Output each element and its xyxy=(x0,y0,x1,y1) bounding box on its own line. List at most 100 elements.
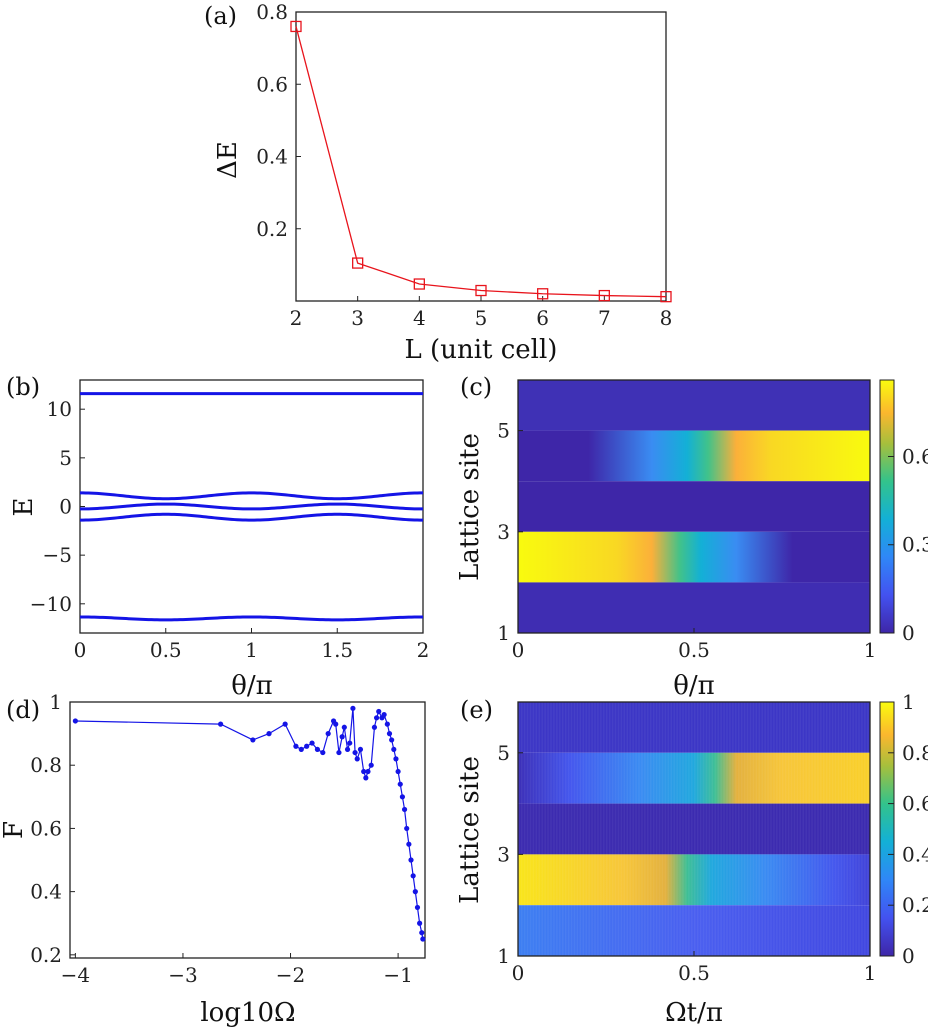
panel-e-label: (e) xyxy=(460,696,493,724)
y-tick-label: 0.2 xyxy=(30,943,62,967)
data-point-marker xyxy=(354,756,360,762)
oscillation-stripe xyxy=(855,702,857,956)
data-point-marker xyxy=(395,768,401,775)
y-tick-label: 0.2 xyxy=(256,217,288,241)
data-point-marker xyxy=(339,734,345,740)
data-point-marker xyxy=(336,749,342,756)
data-point-marker xyxy=(314,746,321,753)
panel-c-label: (c) xyxy=(460,373,492,401)
panel-d-label: (d) xyxy=(6,696,40,724)
x-tick-label: 3 xyxy=(351,306,364,330)
data-point-marker xyxy=(408,857,414,863)
oscillation-stripe xyxy=(567,702,570,956)
oscillation-stripe xyxy=(696,702,699,956)
oscillation-stripe xyxy=(606,702,608,956)
data-point-marker xyxy=(309,740,315,746)
data-point-marker xyxy=(420,936,426,942)
oscillation-stripe xyxy=(626,702,628,956)
oscillation-stripe xyxy=(600,702,602,956)
oscillation-stripe xyxy=(852,702,854,956)
heatmap-c-row-6 xyxy=(518,380,870,431)
oscillation-stripe xyxy=(802,702,804,956)
heatmap-c-row-4 xyxy=(518,481,870,532)
y-tick-label: 5 xyxy=(497,419,510,443)
panel-c-ylabel: Lattice site xyxy=(455,433,485,581)
y-tick-label: 5 xyxy=(59,446,72,470)
oscillation-stripe xyxy=(588,702,590,956)
oscillation-stripe xyxy=(811,702,813,956)
oscillation-stripe xyxy=(828,702,831,956)
oscillation-stripe xyxy=(784,702,787,956)
oscillation-stripe xyxy=(603,702,605,956)
data-point-marker xyxy=(361,768,367,775)
data-point-marker xyxy=(660,291,672,303)
y-tick-label: −10 xyxy=(30,592,72,616)
panel-c-xlabel: θ/π xyxy=(673,671,715,701)
oscillation-stripe xyxy=(732,702,734,956)
x-tick-label: 2 xyxy=(290,306,303,330)
oscillation-stripe xyxy=(782,702,784,956)
x-tick-label: 4 xyxy=(413,306,426,330)
data-point-marker xyxy=(293,743,299,749)
panel-e: (e) 0 0.5 1 1 3 5 0 0.2 0.4 0.6 0.8 1 Ωt/π Lattice … xyxy=(455,690,928,1028)
x-tick-label: 1.5 xyxy=(321,638,353,662)
oscillation-stripe xyxy=(770,702,772,956)
colorbar-tick-label: 0 xyxy=(902,621,915,645)
oscillation-stripe xyxy=(535,702,538,956)
oscillation-stripe xyxy=(761,702,763,956)
oscillation-stripe xyxy=(779,702,781,956)
oscillation-stripe xyxy=(532,702,535,956)
energy-band-band2 xyxy=(79,491,424,501)
y-tick-label: 1 xyxy=(49,690,62,714)
oscillation-stripe xyxy=(676,702,678,956)
data-point-marker xyxy=(341,724,347,730)
oscillation-stripe xyxy=(755,702,758,956)
oscillation-stripe xyxy=(641,702,643,956)
data-point-marker xyxy=(373,715,380,721)
series-line-fidelity xyxy=(75,708,424,940)
oscillation-stripe xyxy=(840,702,843,956)
oscillation-stripe xyxy=(861,702,863,956)
oscillation-stripe xyxy=(650,702,652,956)
x-tick-label: 5 xyxy=(475,306,488,330)
data-point-marker xyxy=(72,718,78,724)
colorbar-tick-label: 0.6 xyxy=(902,792,928,816)
oscillation-stripe xyxy=(714,702,716,956)
x-tick-label: 1 xyxy=(245,638,258,662)
oscillation-stripe xyxy=(647,702,649,956)
oscillation-stripe xyxy=(831,702,834,956)
oscillation-stripe xyxy=(758,702,760,956)
data-point-marker xyxy=(406,841,412,847)
panel-e-oscillation-stripes xyxy=(518,702,869,956)
panel-c-colorbar xyxy=(879,379,895,634)
oscillation-stripe xyxy=(740,702,743,956)
oscillation-stripe xyxy=(591,702,593,956)
x-tick-label: −2 xyxy=(276,963,305,987)
heatmap-c-row-3 xyxy=(518,531,870,583)
panel-e-ylabel: Lattice site xyxy=(455,756,485,904)
oscillation-stripe xyxy=(541,702,543,956)
oscillation-stripe xyxy=(597,702,599,956)
oscillation-stripe xyxy=(550,702,552,956)
y-tick-label: 3 xyxy=(497,842,510,866)
oscillation-stripe xyxy=(576,702,579,956)
oscillation-stripe xyxy=(629,702,631,956)
oscillation-stripe xyxy=(620,702,623,956)
oscillation-stripe xyxy=(705,702,708,956)
panel-e-xlabel: Ωt/π xyxy=(665,998,723,1028)
oscillation-stripe xyxy=(805,702,807,956)
oscillation-stripe xyxy=(752,702,755,956)
colorbar-tick-label: 1 xyxy=(902,690,915,714)
data-point-marker xyxy=(333,721,339,727)
y-tick-label: 0.6 xyxy=(256,72,288,96)
data-point-marker xyxy=(347,740,353,746)
y-tick-label: 10 xyxy=(47,397,72,421)
oscillation-stripe xyxy=(655,702,658,956)
oscillation-stripe xyxy=(682,702,684,956)
oscillation-stripe xyxy=(787,702,790,956)
data-point-marker xyxy=(218,721,224,727)
oscillation-stripe xyxy=(723,702,725,956)
oscillation-stripe xyxy=(717,702,719,956)
data-point-marker xyxy=(282,721,288,727)
data-point-marker xyxy=(414,904,421,911)
